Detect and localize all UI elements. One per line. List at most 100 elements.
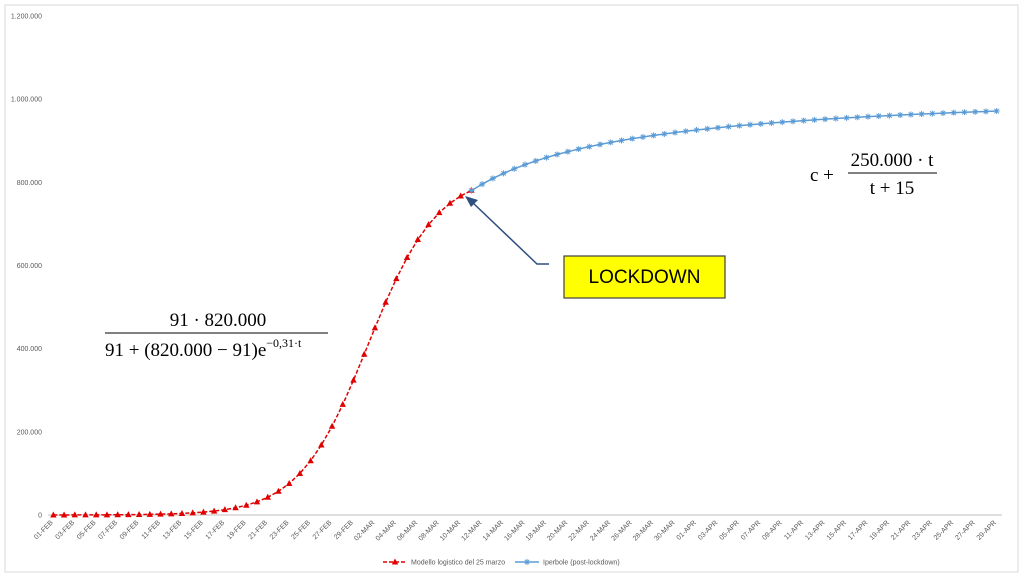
data-point xyxy=(618,137,625,144)
data-point xyxy=(457,192,464,199)
data-point xyxy=(682,128,689,135)
formula-denominator: t + 15 xyxy=(870,178,915,199)
data-point xyxy=(800,117,807,124)
data-point xyxy=(446,199,454,206)
formula-prefix: c + xyxy=(810,165,834,186)
y-tick-label: 1.000.000 xyxy=(11,97,42,104)
legend-marker xyxy=(391,558,399,565)
data-point xyxy=(178,509,186,516)
data-point xyxy=(940,110,947,117)
legend-marker xyxy=(524,559,530,565)
data-point xyxy=(210,507,218,514)
data-point xyxy=(307,457,314,464)
data-point xyxy=(479,181,486,188)
legend-label: Modello logistico del 25 marzo xyxy=(411,560,505,567)
data-point xyxy=(489,175,496,182)
data-point xyxy=(961,109,968,116)
data-point xyxy=(264,493,271,500)
data-point xyxy=(371,324,379,331)
data-point xyxy=(843,114,850,121)
data-point xyxy=(135,511,143,518)
lockdown-box xyxy=(563,255,726,299)
data-point xyxy=(982,108,989,115)
data-point xyxy=(929,110,936,117)
data-point xyxy=(125,511,132,518)
formula-denominator-base: 91 + (820.000 − 91)e xyxy=(105,340,266,361)
y-tick-label: 600.000 xyxy=(17,263,42,270)
chart-frame xyxy=(4,4,1019,573)
data-point xyxy=(779,119,786,126)
data-point xyxy=(789,118,796,125)
data-point xyxy=(200,508,207,515)
formula-denominator: 91 + (820.000 − 91)e−0,31·t xyxy=(105,336,302,361)
data-point xyxy=(157,510,164,517)
data-point xyxy=(554,151,561,158)
y-tick-label: 0 xyxy=(38,513,42,520)
data-point xyxy=(361,350,368,357)
data-point xyxy=(714,124,721,131)
legend-label: Iperbole (post-lockdown) xyxy=(543,560,620,567)
data-point xyxy=(639,133,646,140)
data-point xyxy=(532,157,539,164)
data-point xyxy=(500,170,507,177)
data-point xyxy=(232,504,239,511)
data-point xyxy=(403,254,411,261)
data-point xyxy=(543,154,550,161)
data-point xyxy=(71,511,78,518)
arrow-head xyxy=(465,196,478,207)
data-point xyxy=(339,400,346,407)
y-tick-label: 800.000 xyxy=(17,180,42,187)
data-point xyxy=(693,127,700,134)
data-point xyxy=(575,146,582,153)
data-point xyxy=(875,113,882,120)
data-point xyxy=(650,132,657,139)
data-point xyxy=(918,111,925,118)
data-point xyxy=(736,122,743,129)
data-point xyxy=(886,112,893,119)
data-point xyxy=(865,113,872,120)
data-point xyxy=(103,511,111,518)
data-point xyxy=(725,123,732,130)
data-point xyxy=(832,115,839,122)
formula-exponent: −0,31·t xyxy=(266,336,302,350)
data-point xyxy=(318,441,325,448)
data-point xyxy=(114,511,121,518)
data-point xyxy=(586,143,593,150)
data-point xyxy=(436,209,443,216)
data-point xyxy=(972,108,979,115)
data-point xyxy=(60,511,68,518)
data-point xyxy=(757,120,764,127)
data-point xyxy=(50,511,57,518)
data-point xyxy=(747,121,754,128)
y-tick-label: 400.000 xyxy=(17,346,42,353)
data-point xyxy=(393,275,400,282)
data-point xyxy=(425,221,432,228)
data-point xyxy=(522,161,528,168)
data-point xyxy=(811,116,818,123)
lockdown-label: LOCKDOWN xyxy=(589,267,701,288)
y-tick-label: 1.200.000 xyxy=(11,14,42,21)
data-point xyxy=(597,141,604,148)
data-point xyxy=(275,487,282,494)
data-point xyxy=(350,376,357,383)
data-point xyxy=(146,510,154,517)
data-point xyxy=(468,187,475,194)
data-point xyxy=(607,139,614,146)
data-point xyxy=(189,509,196,516)
data-point xyxy=(414,236,422,243)
formula-numerator: 250.000 · t xyxy=(851,150,935,171)
data-point xyxy=(93,511,100,518)
data-point xyxy=(564,148,571,155)
data-point xyxy=(382,298,389,305)
data-point xyxy=(897,112,904,119)
data-point xyxy=(907,111,914,118)
callout-arrow xyxy=(471,201,549,265)
data-point xyxy=(511,165,518,172)
data-point xyxy=(704,125,711,132)
data-point xyxy=(285,479,293,486)
data-point xyxy=(950,109,957,116)
data-point xyxy=(168,510,175,517)
data-point xyxy=(672,129,679,136)
series-line xyxy=(53,189,472,516)
